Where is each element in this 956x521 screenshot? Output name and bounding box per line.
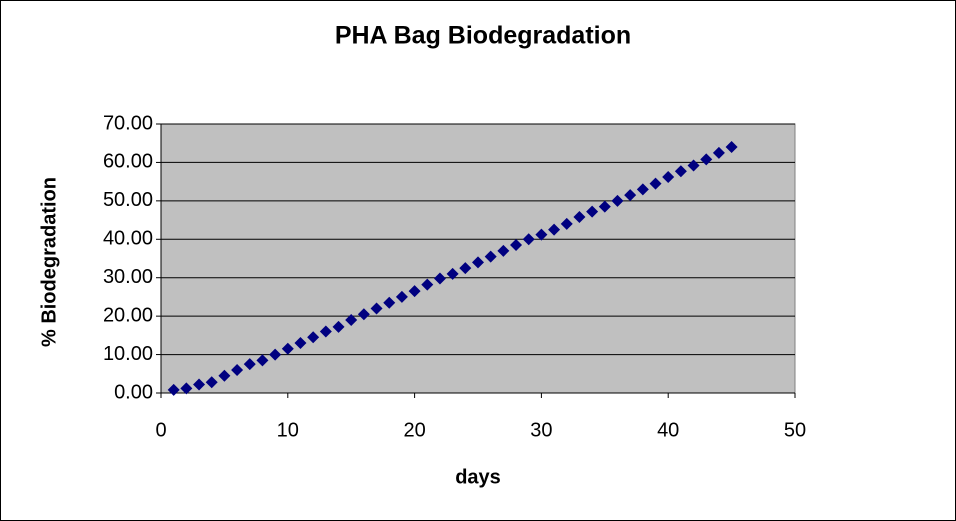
y-tick-label: 10.00 (103, 343, 153, 365)
data-point (395, 290, 408, 303)
y-axis-label: % Biodegradation (38, 177, 60, 347)
data-point (497, 244, 510, 257)
data-point (408, 285, 421, 298)
y-tick-label: 0.00 (114, 381, 153, 403)
x-tick-label: 40 (657, 419, 679, 441)
data-point (193, 378, 206, 391)
data-point (256, 354, 269, 367)
data-point (662, 171, 675, 184)
data-point (294, 337, 307, 350)
x-axis-label: days (455, 466, 501, 488)
data-point (725, 141, 738, 154)
data-point (345, 313, 358, 326)
y-tick-label: 30.00 (103, 266, 153, 288)
data-point (598, 200, 611, 213)
data-point (611, 194, 624, 207)
data-point (167, 383, 180, 396)
data-point (712, 146, 725, 159)
y-tick-label: 60.00 (103, 151, 153, 173)
data-point (218, 369, 231, 382)
x-tick-label: 10 (277, 419, 299, 441)
data-point (433, 272, 446, 285)
data-point (472, 256, 484, 269)
y-tick-label: 70.00 (103, 112, 153, 134)
data-point (269, 348, 282, 361)
data-point (522, 233, 535, 246)
x-tick-label: 0 (155, 419, 166, 441)
data-point (205, 376, 218, 389)
data-point (307, 331, 320, 344)
data-point (649, 177, 662, 190)
data-point (180, 382, 193, 395)
data-point (231, 363, 244, 376)
x-tick-label: 30 (530, 419, 552, 441)
data-point (319, 325, 332, 338)
data-point (624, 189, 637, 202)
y-tick-label: 40.00 (103, 228, 153, 250)
data-point (243, 358, 256, 371)
data-point (535, 228, 548, 241)
data-point (687, 159, 700, 172)
data-point (383, 296, 396, 309)
data-point (357, 308, 370, 321)
data-point (548, 223, 561, 236)
chart-title: PHA Bag Biodegradation (335, 22, 631, 50)
data-point (560, 217, 573, 230)
x-tick-label: 50 (784, 419, 806, 441)
data-point (459, 262, 472, 275)
data-point (636, 183, 649, 196)
data-point (586, 205, 599, 218)
data-point (332, 320, 345, 333)
y-tick-label: 50.00 (103, 189, 153, 211)
data-point (421, 278, 434, 291)
y-tick-label: 20.00 (103, 304, 153, 326)
data-point (446, 267, 459, 280)
data-point (700, 153, 713, 166)
data-point (674, 165, 687, 178)
data-point (484, 250, 497, 263)
data-point (510, 239, 523, 252)
data-point (281, 342, 294, 355)
data-point (573, 210, 586, 223)
data-point (370, 302, 383, 315)
x-tick-label: 20 (403, 419, 425, 441)
